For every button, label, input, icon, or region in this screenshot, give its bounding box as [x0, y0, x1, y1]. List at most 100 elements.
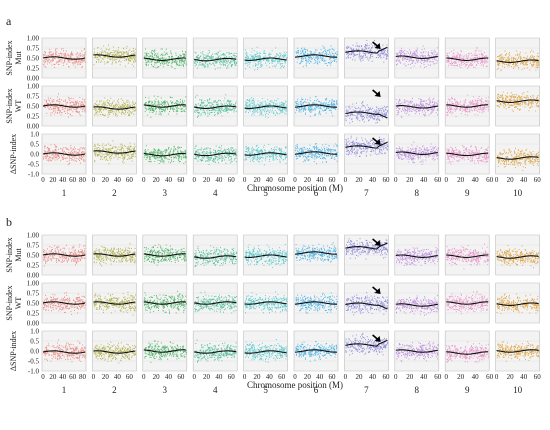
trend-line — [345, 242, 388, 250]
y-tick-label: 0.5 — [30, 337, 39, 345]
x-tick-label: 20 — [203, 373, 211, 381]
trend-line — [244, 301, 287, 305]
snp-points — [446, 145, 489, 165]
snp-points — [43, 47, 86, 68]
x-tick-label: 60 — [177, 373, 185, 381]
chromosome-label: 1 — [62, 188, 67, 198]
snp-points — [446, 243, 490, 270]
chromosome-3-plot — [142, 37, 188, 79]
x-tick-label: 0 — [394, 176, 398, 184]
x-tick-label: 20 — [406, 373, 414, 381]
trend-line — [496, 255, 539, 259]
chromosome-label: 3 — [163, 385, 168, 395]
x-tick-label: 60 — [383, 373, 391, 381]
x-tick-label: 0 — [142, 373, 146, 381]
x-tick-label: 40 — [165, 176, 173, 184]
x-tick-label: 20 — [304, 176, 312, 184]
x-tick-label: 0 — [293, 373, 297, 381]
panel-label-a: a — [6, 14, 12, 28]
snp-points — [295, 292, 338, 314]
trend-line — [345, 302, 388, 310]
snp-points — [144, 340, 187, 363]
x-tick-label: 0 — [92, 176, 96, 184]
y-tick-label: 0.25 — [27, 261, 40, 269]
arrow-head-icon — [374, 240, 381, 246]
snp-points — [446, 94, 490, 117]
trend-line — [446, 104, 489, 108]
y-axis-label: SNP-indexMut — [5, 40, 23, 75]
x-tick-label: 60 — [434, 373, 442, 381]
chromosome-label: 6 — [314, 188, 319, 198]
chromosome-9-plot — [444, 282, 490, 324]
trend-line — [42, 104, 86, 108]
chromosome-10-plot — [495, 133, 540, 175]
x-tick-label: 20 — [253, 176, 261, 184]
y-tick-label: 1.00 — [27, 279, 40, 287]
snp-points — [295, 242, 338, 263]
chromosome-10-plot — [495, 37, 540, 79]
x-tick-label: 40 — [369, 373, 377, 381]
x-tick-label: 60 — [329, 373, 337, 381]
chromosome-label: 8 — [415, 188, 420, 198]
y-tick-label: 0.75 — [27, 44, 40, 52]
chromosome-8-plot — [394, 37, 440, 79]
y-axis-label: ΔSNP-index — [9, 134, 18, 174]
snp-points — [396, 141, 439, 165]
trend-line — [395, 303, 438, 307]
y-tick-label: 0.00 — [27, 271, 40, 279]
y-axis-label-line: SNP-index — [5, 237, 14, 272]
chromosome-3-plot — [142, 85, 188, 127]
trend-line — [294, 151, 337, 155]
y-tick-label: 0.0 — [30, 150, 39, 158]
chromosome-1-plot — [41, 85, 87, 127]
chromosome-4-plot — [192, 85, 238, 127]
chromosome-4-plot — [192, 330, 238, 372]
chromosome-label: 7 — [364, 188, 369, 198]
chromosome-6-plot — [293, 282, 339, 324]
x-tick-label: 20 — [203, 176, 211, 184]
y-tick-label: 1.00 — [27, 231, 40, 239]
panel-a: aSNP-indexMut1.000.750.500.250.00SNP-ind… — [5, 14, 541, 198]
trend-line — [42, 350, 86, 354]
snp-points — [93, 140, 137, 165]
chromosome-label: 4 — [213, 385, 218, 395]
chromosome-label: 3 — [163, 188, 168, 198]
snp-points — [43, 144, 86, 166]
chromosome-7-plot — [344, 282, 389, 324]
trend-line — [194, 350, 237, 354]
chromosome-6-plot — [293, 330, 339, 372]
chromosome-1-plot — [41, 37, 87, 79]
x-tick-label: 40 — [472, 373, 480, 381]
snp-points — [194, 291, 238, 314]
x-tick-label: 60 — [278, 373, 286, 381]
chromosome-2-plot — [92, 282, 137, 324]
chromosome-6-plot — [293, 85, 339, 127]
x-axis-title: Chromosome position (M) — [247, 183, 343, 193]
snp-points — [143, 48, 187, 70]
y-tick-label: 1.00 — [27, 82, 40, 90]
trend-line — [93, 150, 136, 154]
x-tick-label: 60 — [534, 373, 542, 381]
chromosome-label: 9 — [465, 385, 470, 395]
chromosome-5-plot — [243, 282, 288, 324]
chromosome-label: 10 — [513, 385, 523, 395]
chromosome-10-plot — [495, 282, 540, 324]
y-tick-label: 0.25 — [27, 309, 40, 317]
chromosome-label: 7 — [364, 385, 369, 395]
y-axis-label: ΔSNP-index — [9, 331, 18, 371]
chromosome-8-plot — [394, 133, 440, 175]
trend-line — [345, 46, 388, 54]
arrow-head-icon — [374, 336, 381, 342]
x-tick-label: 60 — [126, 176, 134, 184]
x-tick-label: 80 — [79, 176, 87, 184]
chromosome-label: 2 — [112, 385, 117, 395]
chromosome-8-plot — [394, 234, 440, 276]
trend-line — [93, 106, 136, 110]
x-tick-label: 60 — [228, 373, 236, 381]
x-tick-label: 20 — [102, 373, 110, 381]
chromosome-9-plot — [444, 234, 490, 276]
trend-line — [496, 349, 539, 353]
chromosome-1-plot — [41, 282, 87, 324]
y-axis-label-line: ΔSNP-index — [9, 331, 18, 371]
